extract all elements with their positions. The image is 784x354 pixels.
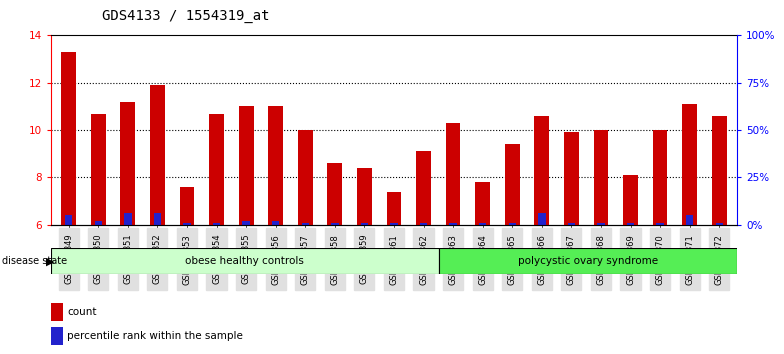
Bar [272, 221, 279, 225]
Bar [597, 223, 604, 225]
Bar [716, 223, 723, 225]
Bar [121, 102, 135, 225]
Bar [154, 213, 161, 225]
Bar [420, 223, 427, 225]
Bar [416, 152, 431, 225]
Bar [390, 223, 397, 225]
Text: polycystic ovary syndrome: polycystic ovary syndrome [517, 256, 658, 266]
Bar [95, 221, 102, 225]
Text: obese healthy controls: obese healthy controls [185, 256, 304, 266]
Bar [328, 163, 342, 225]
Bar [535, 116, 550, 225]
Bar [479, 223, 486, 225]
Bar [268, 107, 283, 225]
Bar [387, 192, 401, 225]
Bar [91, 114, 106, 225]
Bar [509, 223, 516, 225]
Bar [564, 132, 579, 225]
Bar [656, 223, 664, 225]
Bar [302, 223, 309, 225]
Text: percentile rank within the sample: percentile rank within the sample [67, 331, 243, 341]
Bar [61, 52, 76, 225]
Bar [623, 175, 638, 225]
Bar [180, 187, 194, 225]
Bar [51, 326, 63, 345]
Text: GDS4133 / 1554319_at: GDS4133 / 1554319_at [102, 9, 270, 23]
Text: count: count [67, 307, 97, 317]
Bar [439, 248, 737, 274]
Bar [446, 123, 460, 225]
Bar [150, 85, 165, 225]
Bar [51, 303, 63, 321]
Bar [242, 221, 250, 225]
Text: disease state: disease state [2, 256, 67, 266]
Bar [627, 223, 634, 225]
Bar [593, 130, 608, 225]
Bar [357, 168, 372, 225]
Bar [209, 114, 224, 225]
Bar [331, 223, 339, 225]
Bar [568, 223, 575, 225]
Bar [682, 104, 697, 225]
Bar [475, 182, 490, 225]
Bar [449, 223, 457, 225]
Bar [361, 223, 368, 225]
Bar [238, 107, 253, 225]
Bar [51, 248, 439, 274]
Bar [183, 223, 191, 225]
Bar [686, 215, 693, 225]
Bar [505, 144, 520, 225]
Bar [124, 213, 132, 225]
Bar [538, 213, 546, 225]
Text: ▶: ▶ [45, 256, 54, 266]
Bar [653, 130, 667, 225]
Bar [712, 116, 727, 225]
Bar [65, 215, 72, 225]
Bar [212, 223, 220, 225]
Bar [298, 130, 313, 225]
